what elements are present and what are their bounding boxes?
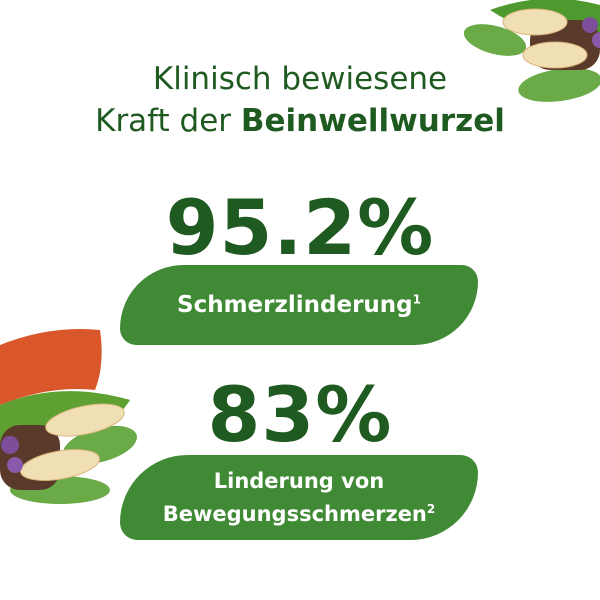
headline: Klinisch bewiesene Kraft der Beinwellwur… [0, 58, 600, 142]
headline-line-2: Kraft der Beinwellwurzel [0, 100, 600, 142]
stat-label-pill-2: Linderung von Bewegungsschmerzen2 [120, 455, 478, 540]
comfrey-root-illustration-top-right [463, 0, 600, 102]
headline-bold: Beinwellwurzel [240, 103, 505, 139]
comfrey-root-illustration-left [0, 329, 137, 504]
stat-value-2: 83% [207, 370, 393, 459]
stat-label-2-line-1: Linderung von [213, 469, 385, 493]
stat-label-pill-1: Schmerzlinderung1 [120, 265, 478, 345]
stat-label-1: Schmerzlinderung1 [177, 292, 421, 318]
footnote-2: 2 [426, 502, 436, 516]
footnote-1: 1 [412, 292, 421, 307]
headline-regular: Kraft der [95, 103, 241, 139]
stat-label-2-line-2: Bewegungsschmerzen2 [162, 502, 436, 526]
stat-value-1: 95.2% [165, 183, 435, 272]
headline-line-1: Klinisch bewiesene [152, 61, 448, 97]
